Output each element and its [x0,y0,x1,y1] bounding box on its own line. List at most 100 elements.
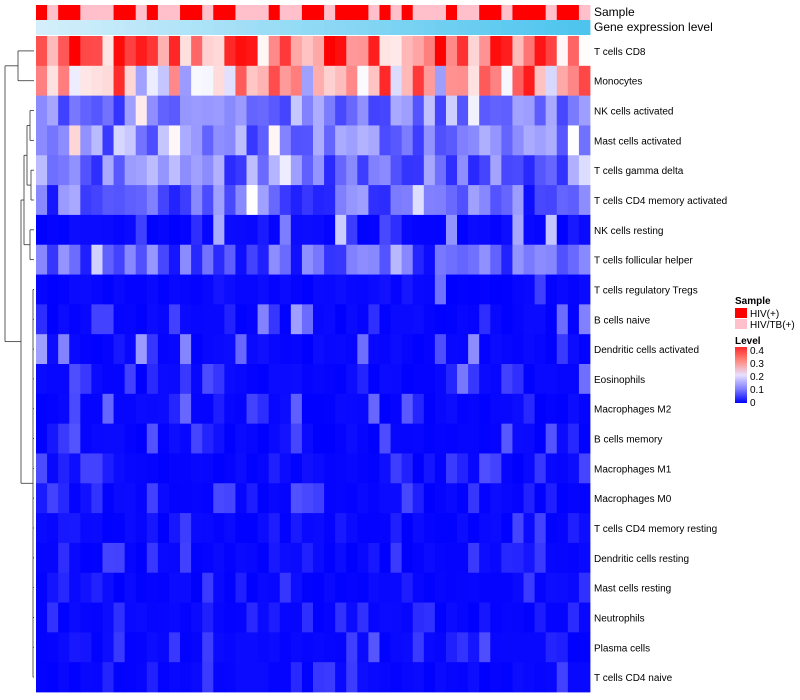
heatmap-cell [113,602,126,633]
heatmap-cell [124,662,137,693]
heatmap-cell [113,453,126,484]
sample-annotation-cell [368,5,380,20]
sample-annotation-cell [578,5,591,20]
heatmap-cell [135,185,148,216]
sample-annotation-cell [246,5,258,20]
heatmap-cell [523,214,535,246]
sample-annotation-label: Sample [594,5,635,19]
heatmap-cell [324,214,336,246]
heatmap-cell [445,483,458,514]
heatmap-cell [335,542,347,574]
heatmap-cell [523,304,535,335]
heatmap-cell [180,185,192,216]
heatmap-cell [113,244,126,275]
heatmap-cell [268,364,281,395]
row-label: T cells CD8 [594,47,646,58]
heatmap-cell [124,393,137,425]
heatmap-cell [91,155,103,186]
sample-annotation-cell [412,5,425,20]
sample-annotation-cell [279,5,292,20]
heatmap-cell [313,572,325,603]
heatmap-cell [36,125,48,156]
heatmap-cell [412,662,425,693]
heatmap-cell [213,95,225,126]
heatmap-cell [246,662,258,693]
heatmap-cell [578,572,591,603]
row-label: T cells gamma delta [594,166,684,177]
heatmap-cell [191,125,203,156]
heatmap-cell [401,244,414,275]
heatmap-cell [157,95,170,126]
heatmap-cell [124,36,137,67]
heatmap-cell [490,155,502,186]
heatmap-cell [324,334,336,365]
heatmap-cell [36,423,48,454]
heatmap-cell [69,662,81,693]
heatmap-cell [567,125,580,156]
heatmap-cell [534,513,547,544]
heatmap-cell [445,36,458,67]
heatmap-cell [301,36,314,67]
heatmap-cell [313,214,325,246]
heatmap-cell [335,572,347,603]
heatmap-cell [91,65,103,97]
heatmap-cell [213,65,225,97]
heatmap-cell [490,662,502,693]
heatmap-cell [335,334,347,365]
level-colorbar [735,347,747,403]
heatmap-cell [146,632,159,663]
heatmap-cell [213,214,225,246]
heatmap-cell [490,95,502,126]
heatmap-cell [523,155,535,186]
heatmap-cell [135,36,148,67]
gene-expression-annotation-cell [545,20,558,35]
gene-expression-annotation-cell [324,20,336,35]
heatmap-cell [202,662,214,693]
heatmap-cell [47,95,59,126]
heatmap-cell [534,274,547,305]
heatmap-cell [47,36,59,67]
heatmap-cell [246,65,258,97]
heatmap-cell [335,36,347,67]
heatmap-cell [113,274,126,305]
heatmap-cell [401,483,414,514]
heatmap-cell [124,334,137,365]
level-legend-title: Level [735,336,761,347]
heatmap-cell [545,304,558,335]
heatmap-cell [58,364,70,395]
heatmap-cell [556,36,569,67]
heatmap-cell [268,542,281,574]
heatmap-cell [36,572,48,603]
heatmap-cell [157,304,170,335]
heatmap-cell [202,65,214,97]
gene-expression-annotation-cell [468,20,480,35]
heatmap-cell [567,65,580,97]
heatmap-cell [102,423,114,454]
heatmap-cell [91,244,103,275]
heatmap-cell [257,214,270,246]
row-labels: T cells CD8 Monocytes NK cells activated Ma… [594,47,727,684]
gene-expression-annotation-cell [47,20,59,35]
heatmap-cell [279,274,292,305]
heatmap-cell [423,36,436,67]
heatmap-cell [246,155,258,186]
heatmap-cell [279,602,292,633]
heatmap-cell [191,423,203,454]
heatmap-cell [346,513,358,544]
heatmap-cell [191,155,203,186]
heatmap-cell [401,125,414,156]
heatmap-cell [146,155,159,186]
legend-swatch-hiv [735,308,747,318]
heatmap-cell [58,95,70,126]
heatmap-cell [213,483,225,514]
heatmap-cell [468,334,480,365]
legend-label-hiv: HIV(+) [750,309,779,320]
heatmap-cell [556,125,569,156]
heatmap-cell [390,244,403,275]
heatmap-cell [257,274,270,305]
heatmap-cell [113,572,126,603]
heatmap-cell [534,453,547,484]
heatmap-cell [578,185,591,216]
heatmap-cell [346,274,358,305]
heatmap-cell [457,453,469,484]
